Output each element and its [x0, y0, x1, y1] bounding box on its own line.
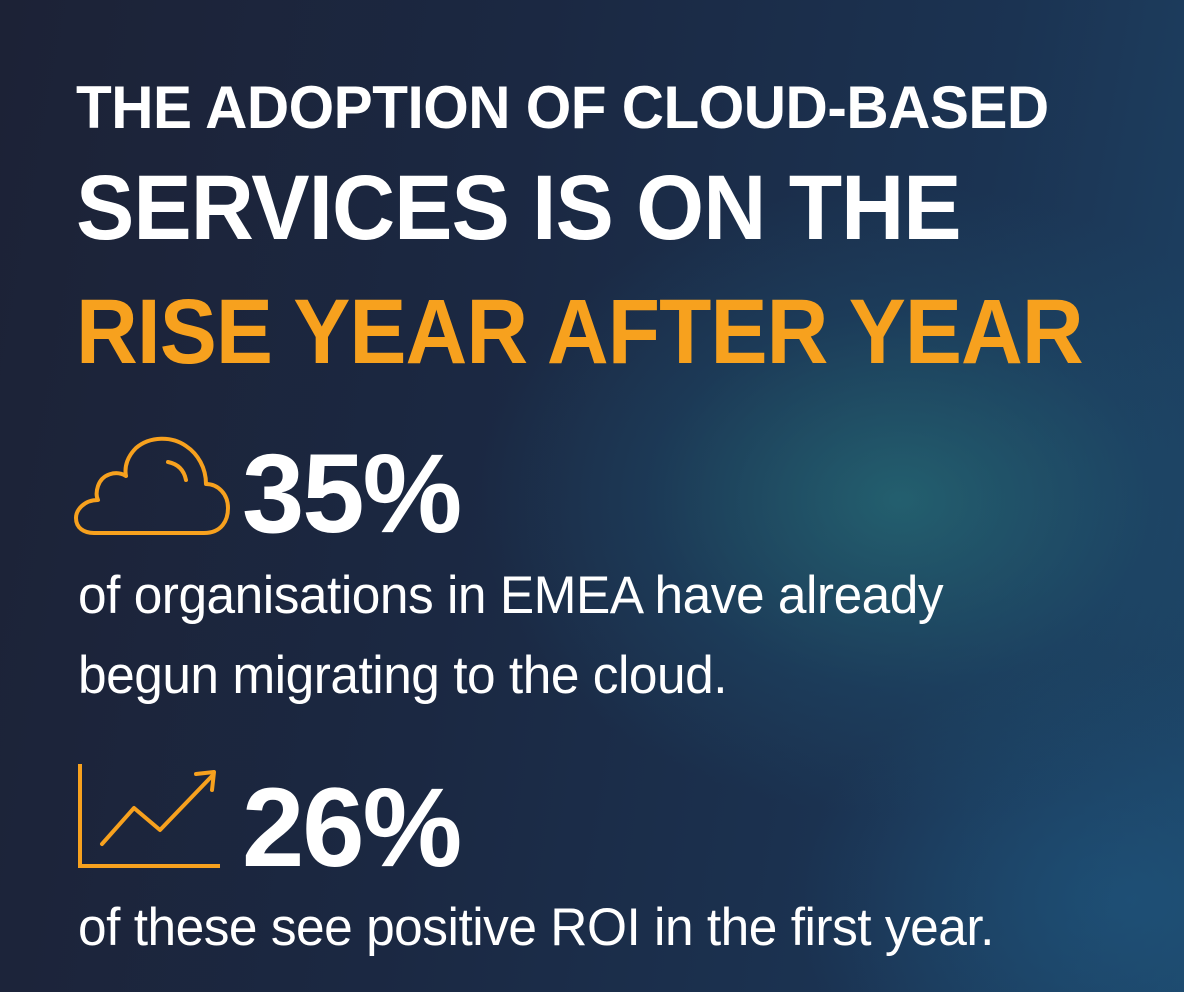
stat-description-line: of these see positive ROI in the first y… [78, 898, 994, 957]
headline-line-2: SERVICES IS ON THE [76, 157, 962, 259]
stat-description-line: begun migrating to the cloud. [78, 646, 728, 705]
stat-value-cloud-migration: 35% [242, 431, 462, 556]
stat-description-positive-roi: of these see positive ROI in the first y… [78, 888, 994, 968]
stat-description-line: of organisations in EMEA have already [78, 566, 944, 625]
line-chart-icon [78, 764, 220, 868]
headline-line-3-highlight: RISE YEAR AFTER YEAR [76, 281, 1084, 383]
cloud-icon [74, 436, 230, 535]
headline-line-1: THE ADOPTION OF CLOUD-BASED [76, 74, 1049, 141]
stat-value-positive-roi: 26% [242, 765, 462, 890]
stat-description-cloud-migration: of organisations in EMEA have already be… [78, 556, 944, 716]
